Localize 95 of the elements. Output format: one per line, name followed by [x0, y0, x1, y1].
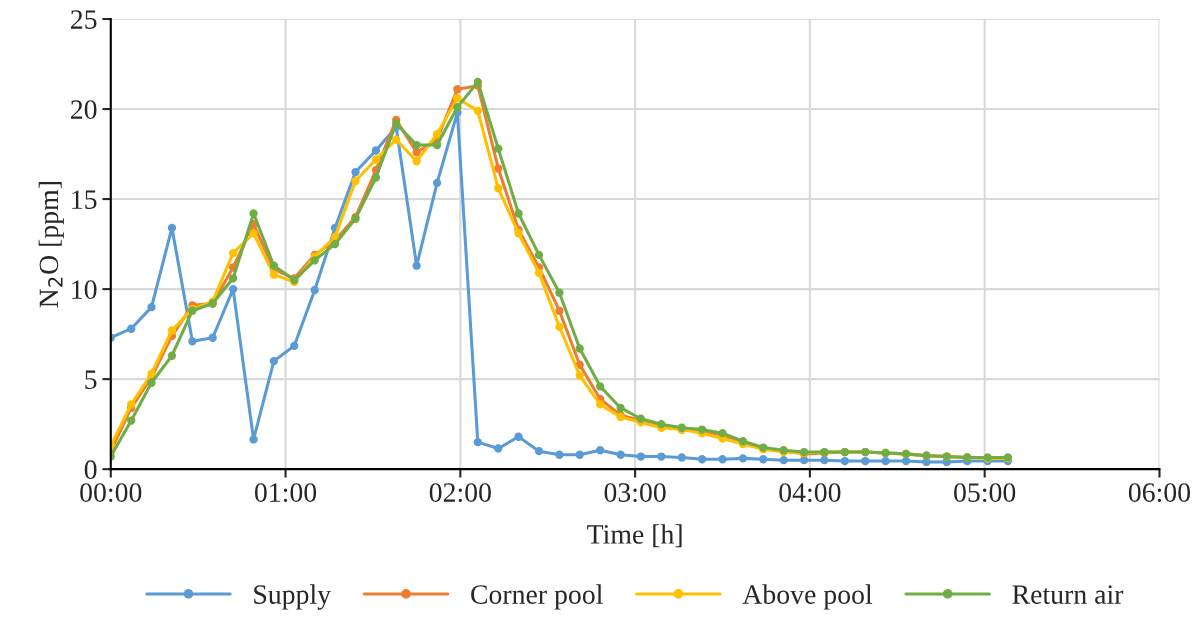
point — [575, 450, 584, 459]
point — [249, 435, 258, 444]
point — [575, 344, 584, 353]
y-tick-label: 5 — [85, 370, 97, 390]
point — [840, 456, 850, 466]
point — [147, 302, 156, 312]
point — [534, 268, 544, 278]
point — [595, 446, 605, 455]
point — [555, 306, 564, 315]
point — [881, 456, 890, 466]
point — [290, 341, 299, 350]
point — [392, 119, 401, 128]
point — [534, 446, 544, 456]
point — [432, 140, 442, 150]
point — [657, 452, 666, 461]
point — [473, 106, 482, 116]
point — [779, 455, 788, 465]
y-axis-title: N$_{2}$O [ppm] — [38, 182, 64, 308]
x-tick-label: 01:00 — [254, 483, 317, 503]
y-tick-label: 15 — [72, 190, 97, 209]
legend-label: Supply — [254, 584, 331, 610]
point — [575, 371, 584, 380]
point — [718, 455, 727, 464]
point — [208, 333, 217, 342]
point — [616, 403, 625, 413]
point — [330, 239, 340, 249]
point — [453, 85, 462, 94]
x-tick-label: 00:00 — [80, 483, 142, 503]
point — [371, 146, 381, 155]
point — [310, 285, 319, 295]
y-tick-label: 20 — [71, 100, 97, 119]
point — [228, 284, 238, 294]
x-axis-title: Time [h] — [587, 524, 682, 548]
point — [310, 256, 319, 265]
point — [820, 455, 829, 465]
point — [555, 450, 564, 459]
point — [351, 167, 360, 177]
point — [555, 288, 564, 297]
point — [494, 144, 503, 153]
x-tick-label: 05:00 — [954, 483, 1016, 503]
point — [595, 382, 605, 391]
point — [616, 450, 625, 459]
point — [453, 103, 462, 112]
point — [453, 94, 462, 103]
point — [249, 209, 258, 218]
point — [473, 77, 482, 87]
x-tick-label: 02:00 — [429, 483, 491, 503]
y-tick-label: 10 — [72, 280, 97, 300]
point — [555, 322, 564, 332]
point — [494, 444, 503, 453]
point — [412, 157, 421, 166]
point — [147, 378, 156, 387]
point — [147, 369, 156, 378]
point — [412, 140, 421, 150]
x-tick-label: 03:00 — [604, 483, 666, 503]
point — [759, 455, 768, 464]
point — [228, 248, 238, 258]
point — [494, 164, 503, 173]
legend-label: Corner pool — [471, 584, 603, 610]
point — [514, 432, 523, 441]
point — [432, 130, 442, 139]
point — [167, 223, 177, 233]
point — [494, 184, 503, 193]
y-tick-label: 25 — [71, 10, 97, 29]
point — [697, 455, 707, 464]
point — [371, 173, 381, 182]
point — [269, 356, 279, 366]
point — [127, 416, 136, 425]
point — [371, 155, 381, 164]
point — [514, 229, 523, 238]
point — [473, 437, 482, 447]
point — [269, 270, 279, 279]
point — [432, 178, 442, 188]
point — [412, 261, 421, 270]
point — [249, 229, 258, 238]
point — [861, 456, 870, 466]
y-tick-label: 0 — [84, 460, 97, 480]
point — [534, 250, 544, 260]
point — [127, 324, 136, 333]
point — [269, 261, 279, 270]
point — [188, 337, 197, 346]
point — [392, 135, 401, 144]
point — [167, 351, 177, 360]
point — [351, 176, 360, 186]
point — [636, 452, 646, 461]
point — [738, 454, 748, 463]
point — [677, 453, 686, 462]
point — [167, 326, 177, 335]
x-tick-label: 06:00 — [1128, 483, 1191, 503]
legend-label: Above pool — [742, 584, 873, 610]
point — [228, 274, 238, 283]
x-tick-label: 04:00 — [779, 483, 841, 503]
point — [595, 400, 605, 409]
point — [127, 400, 136, 409]
legend-label: Return air — [1012, 585, 1124, 604]
